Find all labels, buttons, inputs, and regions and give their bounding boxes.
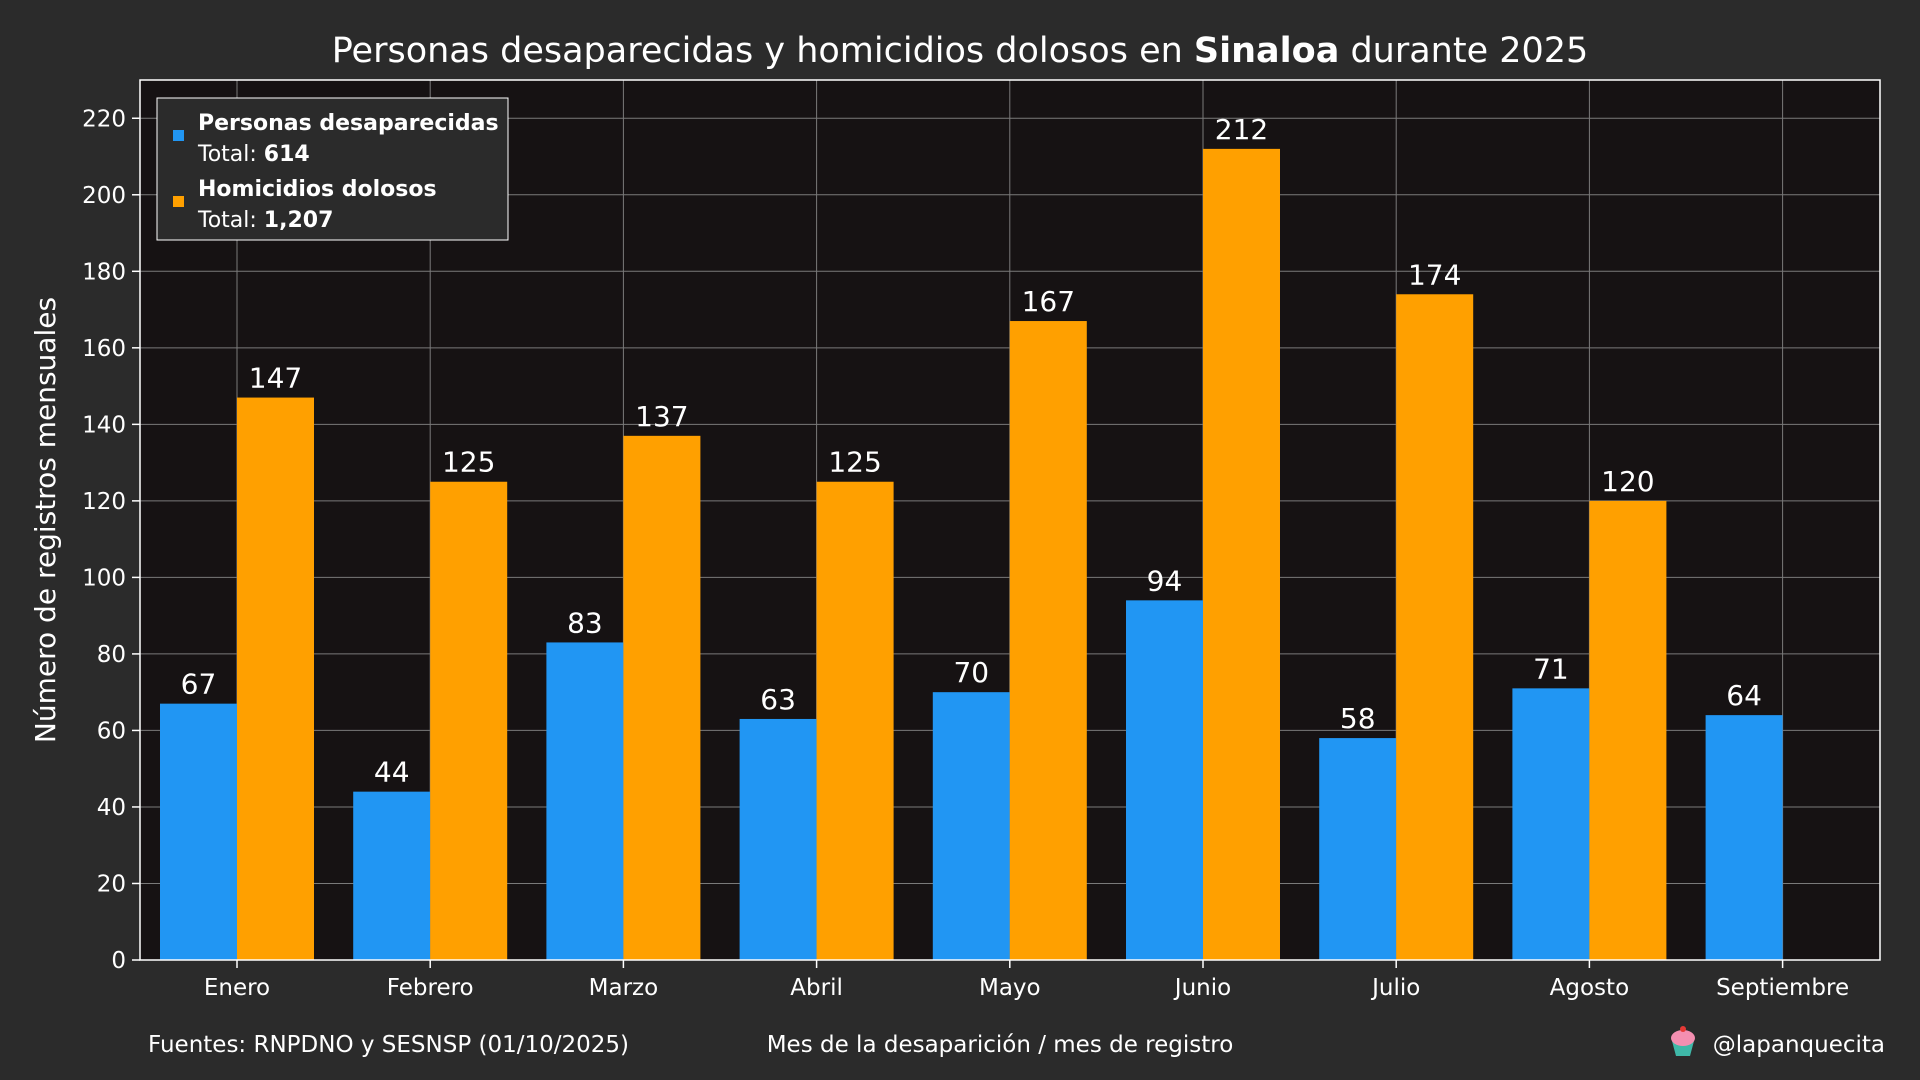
- bar-homicidios: [430, 481, 508, 960]
- bar-homicidios: [237, 397, 314, 961]
- bar-desaparecidas: [160, 703, 237, 960]
- x-tick-label: Julio: [1370, 975, 1420, 1001]
- y-tick-label: 60: [97, 718, 126, 744]
- author-handle: @lapanquecita: [1713, 1032, 1885, 1058]
- legend-swatch-homicidios: [173, 196, 184, 207]
- data-label-homicidios: 120: [1601, 465, 1654, 498]
- bar-desaparecidas: [546, 642, 624, 960]
- legend-total-label: Total:: [197, 142, 264, 167]
- y-tick-label: 120: [82, 489, 126, 515]
- data-labels: 67 147 44 125 83 137 63 125 70 167 94 212 58 174 71 120…: [181, 113, 1762, 789]
- y-tick-label: 0: [111, 948, 126, 974]
- bar-desaparecidas: [932, 692, 1010, 960]
- x-tick-labels: Enero Febrero Marzo Abril Mayo Junio Julio Agos…: [204, 960, 1849, 1001]
- bar-homicidios: [623, 435, 701, 961]
- data-label-desaparecidas: 44: [374, 756, 410, 789]
- bars: [160, 148, 1783, 961]
- legend-label-homicidios: Homicidios dolosos: [198, 177, 437, 202]
- legend-total-value: 1,207: [264, 208, 334, 233]
- legend: Personas desaparecidas Total: 614 Homici…: [156, 97, 509, 241]
- x-tick-label: Mayo: [979, 975, 1041, 1001]
- data-label-homicidios: 167: [1022, 285, 1075, 318]
- data-label-desaparecidas: 64: [1726, 679, 1762, 712]
- y-tick-label: 220: [82, 106, 126, 132]
- chart-title: Personas desaparecidas y homicidios dolo…: [332, 31, 1589, 71]
- data-label-desaparecidas: 71: [1533, 652, 1569, 685]
- bar-homicidios: [1396, 294, 1474, 960]
- data-label-desaparecidas: 63: [760, 683, 796, 716]
- bar-desaparecidas: [739, 718, 817, 960]
- bar-homicidios: [1589, 500, 1667, 960]
- x-tick-label: Abril: [790, 975, 843, 1001]
- cupcake-icon: [1671, 1026, 1695, 1056]
- data-label-desaparecidas: 70: [953, 656, 989, 689]
- sources-note: Fuentes: RNPDNO y SESNSP (01/10/2025): [148, 1032, 629, 1058]
- bar-homicidios: [816, 481, 894, 960]
- y-tick-label: 160: [82, 336, 126, 362]
- x-tick-label: Febrero: [387, 975, 474, 1001]
- legend-total-label: Total:: [197, 208, 264, 233]
- x-axis-title: Mes de la desaparición / mes de registro: [767, 1032, 1234, 1058]
- bar-desaparecidas: [1319, 738, 1397, 960]
- y-tick-labels: 0 20 40 60 80 100 120 140 160 180 200 220: [82, 106, 140, 974]
- legend-total-desaparecidas: Total: 614: [197, 142, 310, 167]
- data-label-desaparecidas: 94: [1147, 564, 1183, 597]
- data-label-desaparecidas: 67: [181, 668, 217, 701]
- bar-desaparecidas: [1705, 715, 1783, 960]
- data-label-homicidios: 174: [1408, 258, 1461, 291]
- y-tick-label: 100: [82, 565, 126, 591]
- x-tick-label: Junio: [1173, 975, 1231, 1001]
- x-tick-label: Marzo: [589, 975, 659, 1001]
- y-axis-title: Número de registros mensuales: [29, 297, 62, 743]
- bar-homicidios: [1203, 148, 1280, 960]
- data-label-homicidios: 125: [828, 446, 881, 479]
- legend-total-homicidios: Total: 1,207: [197, 208, 333, 233]
- bar-desaparecidas: [353, 791, 431, 960]
- y-tick-label: 200: [82, 183, 126, 209]
- data-label-homicidios: 137: [635, 400, 688, 433]
- y-tick-label: 20: [97, 871, 126, 897]
- x-tick-label: Agosto: [1550, 975, 1629, 1001]
- data-label-homicidios: 147: [249, 362, 302, 395]
- chart-title-prefix: Personas desaparecidas y homicidios dolo…: [332, 31, 1194, 71]
- bar-desaparecidas: [1512, 688, 1590, 960]
- chart-title-suffix: durante 2025: [1339, 31, 1588, 71]
- x-tick-label: Septiembre: [1716, 975, 1849, 1001]
- chart-title-emphasis: Sinaloa: [1194, 31, 1339, 71]
- legend-label-desaparecidas: Personas desaparecidas: [198, 111, 499, 136]
- y-tick-label: 140: [82, 412, 126, 438]
- legend-swatch-desaparecidas: [173, 130, 184, 141]
- y-tick-label: 40: [97, 795, 126, 821]
- legend-box: [156, 97, 509, 241]
- data-label-desaparecidas: 58: [1340, 702, 1376, 735]
- data-label-desaparecidas: 83: [567, 606, 603, 639]
- y-tick-label: 80: [97, 642, 126, 668]
- y-tick-label: 180: [82, 259, 126, 285]
- legend-total-value: 614: [264, 142, 310, 167]
- x-tick-label: Enero: [204, 975, 270, 1001]
- bar-desaparecidas: [1126, 600, 1203, 960]
- bar-homicidios: [1009, 321, 1087, 961]
- data-label-homicidios: 212: [1215, 113, 1268, 146]
- data-label-homicidios: 125: [442, 446, 495, 479]
